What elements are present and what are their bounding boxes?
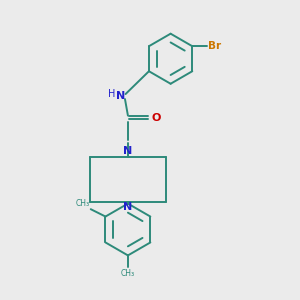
Text: N: N: [123, 202, 133, 212]
Text: H: H: [108, 89, 116, 99]
Text: CH₃: CH₃: [75, 199, 89, 208]
Text: N: N: [116, 91, 125, 100]
Text: Br: Br: [208, 41, 222, 51]
Text: O: O: [152, 112, 161, 123]
Text: N: N: [123, 146, 133, 157]
Text: CH₃: CH₃: [121, 269, 135, 278]
